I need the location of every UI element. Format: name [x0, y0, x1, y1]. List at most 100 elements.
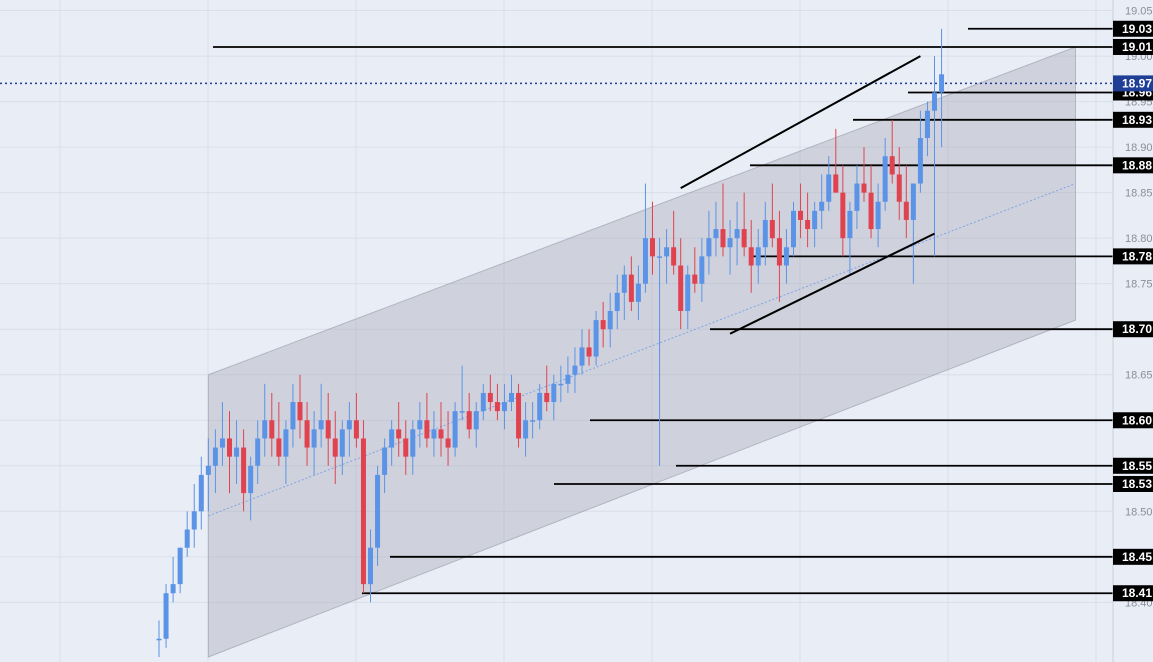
candle-body — [889, 156, 895, 175]
candle — [191, 483, 197, 548]
candle — [614, 274, 620, 330]
candle-body — [847, 210, 853, 239]
candle — [593, 311, 599, 366]
candle-body — [325, 420, 331, 439]
candle-body — [776, 238, 782, 266]
candle — [840, 165, 846, 257]
level-badge-text: 18.88 — [1122, 158, 1152, 172]
candle — [368, 529, 373, 603]
candle — [389, 420, 395, 466]
candle — [184, 511, 190, 557]
candle-body — [346, 420, 352, 430]
candle-body — [382, 447, 388, 475]
candle — [339, 420, 345, 475]
candle — [798, 183, 804, 239]
candle — [382, 438, 388, 494]
level-badge: 18.53 — [1113, 475, 1153, 492]
candle-body — [713, 229, 719, 239]
candle — [403, 420, 409, 475]
candle-body — [805, 219, 811, 230]
level-badge-text: 18.45 — [1122, 550, 1152, 564]
candle-body — [198, 474, 204, 512]
candle — [445, 411, 451, 466]
candle-body — [212, 447, 218, 466]
level-badge: 19.01 — [1113, 38, 1153, 55]
candle — [311, 411, 317, 475]
candle — [417, 402, 423, 448]
candle-body — [466, 411, 472, 430]
candle — [607, 292, 613, 348]
candle — [353, 392, 359, 448]
current-price-badge: 18.97 — [1113, 75, 1153, 92]
candle — [889, 119, 895, 184]
candle — [699, 238, 705, 302]
candle-body — [593, 320, 599, 357]
candle — [586, 329, 592, 366]
level-badge-text: 18.41 — [1122, 586, 1152, 600]
candle — [297, 374, 303, 439]
candle — [847, 201, 853, 275]
level-badge-bg — [1113, 38, 1153, 55]
candle — [212, 429, 218, 494]
candle — [910, 183, 916, 284]
candle-body — [833, 174, 839, 193]
level-badge: 18.41 — [1113, 585, 1153, 602]
candle — [523, 402, 529, 457]
level-badge-text: 18.78 — [1122, 249, 1152, 263]
candle — [276, 402, 282, 466]
price-tick-label: 18.50 — [1125, 506, 1153, 518]
candle — [163, 584, 169, 648]
candle-body — [544, 392, 550, 403]
candle — [325, 392, 331, 466]
candle-body — [826, 174, 832, 202]
level-badge: 18.45 — [1113, 548, 1153, 565]
level-badge-text: 18.93 — [1122, 113, 1152, 127]
candle-body — [487, 392, 493, 403]
candle — [628, 256, 634, 311]
candle-body — [360, 438, 366, 585]
candle — [565, 356, 571, 393]
candle — [459, 365, 465, 421]
candle-body — [720, 229, 726, 248]
candle-body — [706, 238, 712, 257]
price-tick-label: 18.80 — [1125, 233, 1153, 245]
candle-body — [403, 438, 409, 457]
candle-body — [840, 192, 846, 239]
candle — [516, 383, 522, 448]
candle-body — [304, 420, 310, 448]
candle — [480, 383, 486, 421]
candle — [621, 265, 627, 321]
candle — [812, 201, 818, 248]
candle — [487, 374, 493, 412]
candle-body — [311, 429, 317, 448]
candle — [657, 238, 663, 466]
candle-body — [614, 292, 620, 311]
candle — [283, 420, 289, 484]
candle — [896, 147, 902, 220]
candle — [783, 229, 789, 284]
candle-body — [657, 256, 663, 258]
candle-body — [558, 383, 564, 386]
candle-body — [671, 247, 677, 266]
candle — [727, 219, 733, 275]
candle-body — [255, 438, 261, 466]
candle-body — [276, 438, 282, 457]
candle — [875, 183, 881, 248]
candle-body — [939, 74, 945, 93]
candle — [219, 402, 225, 466]
candle — [826, 156, 832, 211]
candle — [678, 238, 684, 330]
candle-body — [318, 420, 324, 430]
candle — [924, 101, 930, 157]
candle-body — [184, 529, 190, 548]
candle-body — [480, 392, 486, 412]
candle — [170, 556, 176, 603]
trend-lines — [680, 55, 935, 335]
candle-body — [586, 347, 592, 357]
candle-body — [882, 156, 888, 202]
candle-body — [769, 219, 775, 239]
candle — [452, 402, 458, 457]
